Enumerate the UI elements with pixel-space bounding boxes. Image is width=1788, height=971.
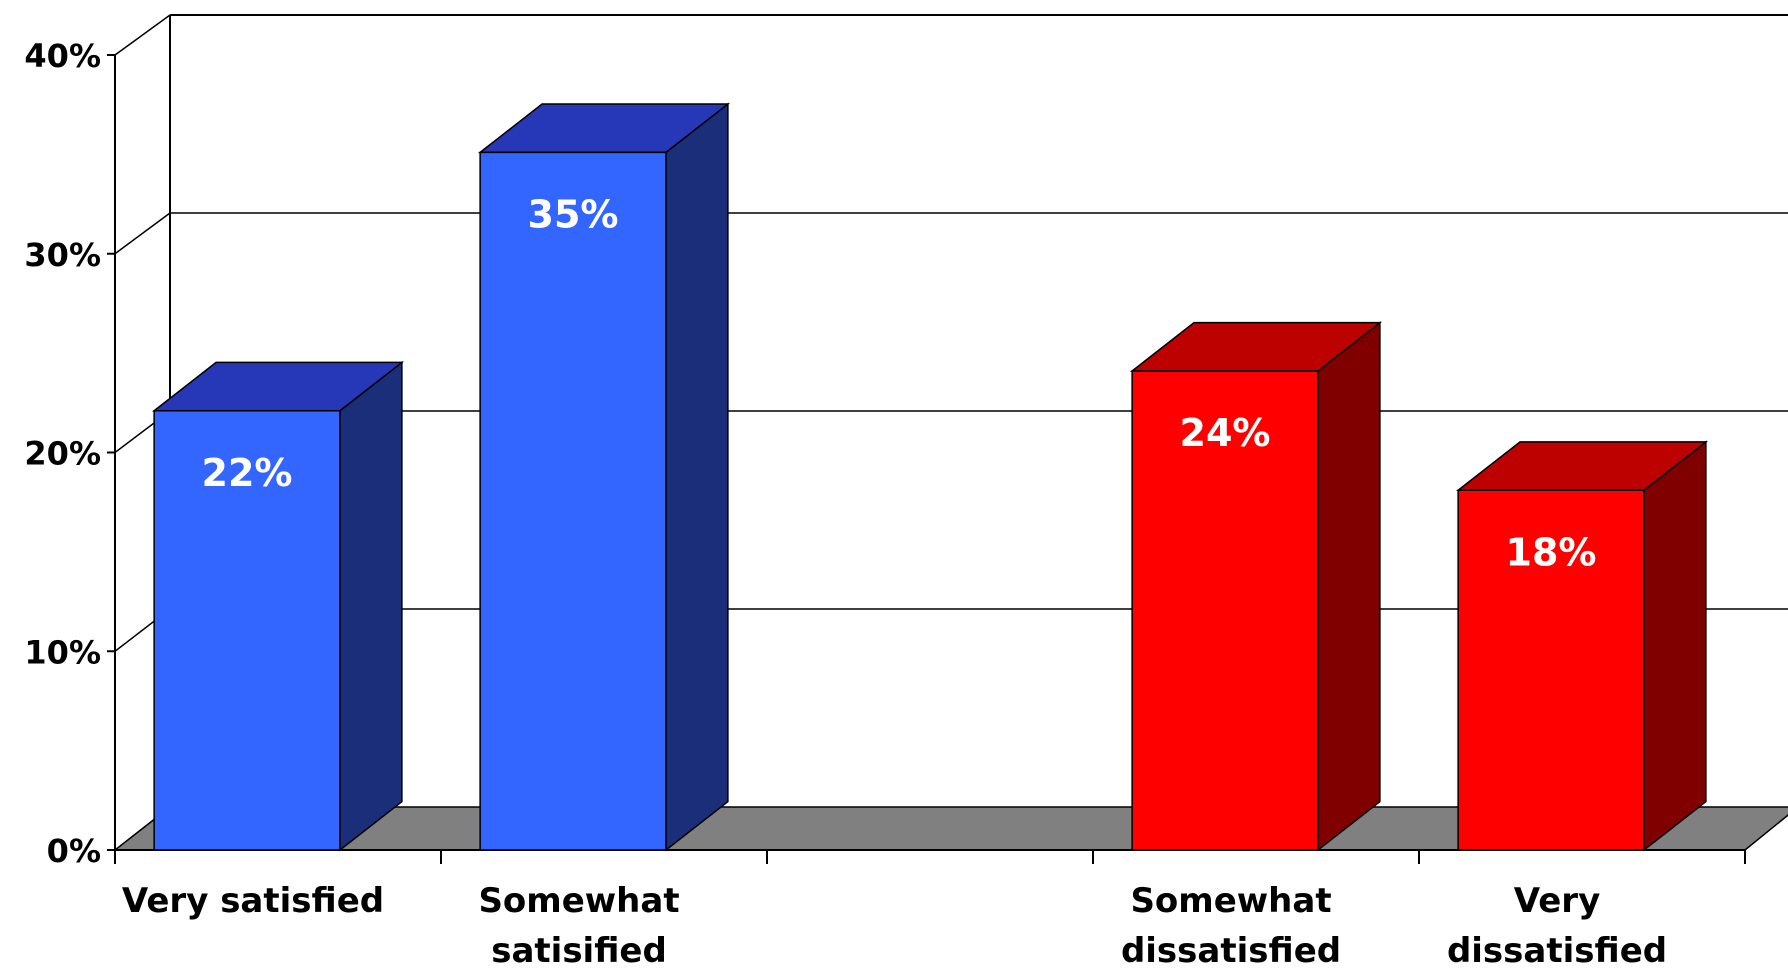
y-tick-label: 40%	[24, 37, 101, 75]
x-tick-label-line: satisified	[491, 931, 667, 971]
category-labels: Very satisfied Somewhat satisifiedSomewhat…	[122, 881, 1667, 971]
bar: 18%	[1455, 440, 1709, 852]
data-label: 22%	[202, 451, 293, 495]
data-label: 24%	[1180, 411, 1271, 455]
bar: 24%	[1129, 321, 1383, 852]
gridlines	[114, 14, 1788, 652]
y-axis-ticks: 0% 10% 20% 30% 40%	[24, 37, 115, 870]
x-tick-label-line: dissatisfied	[1447, 931, 1667, 971]
x-tick-label-line: Very	[1514, 881, 1600, 921]
bar: 22%	[151, 360, 405, 852]
y-tick-label: 20%	[24, 435, 101, 473]
bars: 22% 35% 24% 18%	[151, 102, 1709, 852]
bar-front	[1131, 370, 1319, 851]
x-tick-label-line: Very satisfied	[122, 881, 384, 921]
bar-side	[1643, 440, 1707, 852]
bar-front	[153, 410, 341, 851]
bar-side	[665, 102, 729, 852]
y-tick-label: 0%	[47, 832, 101, 870]
bar-front	[479, 151, 667, 851]
x-tick-label: Somewhat satisified	[478, 881, 679, 971]
y-tick-label: 30%	[24, 236, 101, 274]
data-label: 35%	[528, 192, 619, 236]
x-tick-label: Very dissatisfied	[1447, 881, 1667, 971]
data-label: 18%	[1506, 530, 1597, 574]
x-tick-label-line: Somewhat	[1130, 881, 1331, 921]
bar-side	[339, 360, 403, 852]
bar: 35%	[477, 102, 731, 852]
gridline-side	[114, 14, 171, 56]
x-tick-label: Very satisfied	[122, 881, 384, 921]
x-tick-label-line: Somewhat	[478, 881, 679, 921]
x-tick-label-line: dissatisfied	[1121, 931, 1341, 971]
gridline-side	[114, 212, 171, 255]
bar-side	[1317, 321, 1381, 852]
x-tick-label: Somewhat dissatisfied	[1121, 881, 1341, 971]
y-tick-label: 10%	[24, 633, 101, 671]
x-axis-ticks	[114, 850, 1746, 864]
bar-front	[1457, 489, 1645, 851]
